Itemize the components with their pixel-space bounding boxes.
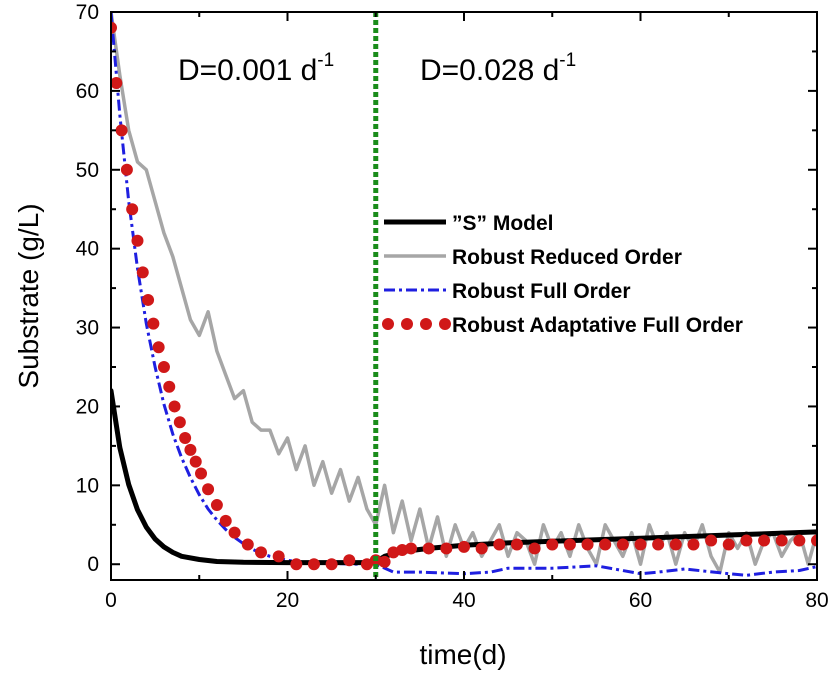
data-point-dots-red	[210, 499, 223, 512]
legend-marker	[382, 318, 394, 330]
data-point-dots-red	[126, 203, 139, 216]
series-layer	[111, 12, 817, 577]
data-point-dots-red	[152, 341, 165, 354]
data-point-dots-red	[147, 317, 160, 330]
data-point-dots-red	[652, 538, 665, 551]
data-point-dots-red	[634, 538, 647, 551]
data-point-dots-red	[740, 534, 753, 547]
x-tick-label: 60	[629, 589, 652, 612]
data-point-dots-red	[142, 293, 155, 306]
y-tick-label: 70	[76, 1, 99, 24]
x-tick-label: 0	[105, 589, 117, 612]
data-point-dots-red	[272, 550, 285, 563]
data-point-dots-red	[241, 538, 254, 551]
y-tick-label: 40	[76, 238, 99, 261]
data-point-dots-red	[722, 538, 735, 551]
legend-marker	[439, 318, 451, 330]
x-tick-label: 40	[452, 589, 475, 612]
data-point-dots-red	[115, 124, 128, 137]
data-point-dots-red	[111, 21, 117, 34]
data-point-dots-red	[131, 234, 144, 247]
data-point-dots-red	[120, 163, 133, 176]
annotation-right: D=0.028 d-1	[420, 50, 576, 87]
y-tick-label: 30	[76, 317, 99, 340]
legend-label: Robust Adaptative Full Order	[452, 314, 743, 337]
data-point-dots-red	[325, 558, 338, 571]
legend-label: Robust Reduced Order	[452, 246, 682, 269]
y-tick-label: 0	[87, 553, 99, 576]
data-point-dots-red	[255, 546, 268, 559]
data-point-dots-red	[184, 443, 197, 456]
data-point-dots-red	[189, 455, 202, 468]
data-point-dots-red	[528, 542, 541, 555]
data-point-dots-red	[440, 542, 453, 555]
data-point-dots-red	[811, 534, 817, 547]
y-axis-title: Substrate (g/L)	[13, 203, 44, 388]
series-line-dash-dot-blue	[111, 12, 817, 577]
legend-label: ”S” Model	[452, 212, 554, 235]
data-point-dots-red	[669, 538, 682, 551]
data-point-dots-red	[493, 538, 506, 551]
x-axis-title: time(d)	[419, 639, 506, 670]
data-point-dots-red	[179, 432, 192, 444]
data-point-dots-red	[616, 538, 629, 551]
data-point-dots-red	[687, 538, 700, 551]
y-tick-label: 20	[76, 395, 99, 418]
x-tick-label: 20	[276, 589, 299, 612]
data-point-dots-red	[378, 555, 391, 568]
data-point-dots-red	[458, 540, 470, 553]
data-point-dots-red	[581, 538, 594, 551]
legend-marker	[420, 318, 432, 330]
data-point-dots-red	[111, 77, 123, 89]
data-point-dots-red	[563, 538, 576, 551]
data-point-dots-red	[157, 361, 170, 373]
legend: ”S” Model Robust Reduced Order Robust Full…	[382, 212, 743, 337]
legend-label: Robust Full Order	[452, 280, 631, 303]
data-point-dots-red	[793, 534, 806, 547]
tick-layer: 0 20 40 60 80 0 10 20 30 40 50 60 70	[76, 1, 829, 612]
data-point-dots-red	[775, 534, 788, 547]
data-point-dots-red	[475, 542, 488, 555]
annotation-left: D=0.001 d-1	[178, 50, 334, 87]
data-point-dots-red	[546, 538, 559, 551]
data-point-dots-red	[599, 538, 612, 551]
data-point-dots-red	[219, 514, 232, 527]
data-point-dots-red	[510, 538, 523, 551]
data-point-dots-red	[758, 534, 771, 547]
legend-marker	[401, 318, 413, 330]
y-tick-label: 50	[76, 159, 99, 182]
data-point-dots-red	[307, 558, 320, 571]
data-point-dots-red	[136, 266, 149, 279]
data-point-dots-red	[705, 534, 718, 547]
data-point-dots-red	[405, 542, 418, 555]
x-tick-label: 80	[805, 589, 828, 612]
data-point-dots-red	[163, 380, 176, 393]
data-point-dots-red	[195, 467, 208, 480]
y-tick-label: 10	[76, 474, 99, 497]
data-point-dots-red	[228, 526, 241, 539]
data-point-dots-red	[290, 558, 303, 571]
data-point-dots-red	[168, 400, 181, 413]
data-point-dots-red	[202, 483, 215, 496]
data-point-dots-red	[422, 542, 435, 555]
data-point-dots-red	[173, 416, 186, 429]
y-tick-label: 60	[76, 80, 99, 103]
data-point-dots-red	[343, 554, 356, 567]
